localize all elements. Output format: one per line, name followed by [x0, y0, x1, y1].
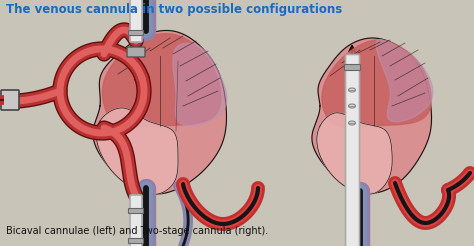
FancyBboxPatch shape	[1, 90, 19, 110]
Ellipse shape	[348, 88, 356, 92]
FancyBboxPatch shape	[127, 47, 145, 57]
FancyBboxPatch shape	[128, 209, 144, 214]
Polygon shape	[317, 113, 392, 194]
Ellipse shape	[348, 121, 356, 125]
Polygon shape	[102, 34, 221, 127]
FancyBboxPatch shape	[130, 0, 142, 42]
Polygon shape	[376, 40, 433, 122]
Text: The venous cannula in two possible configurations: The venous cannula in two possible confi…	[6, 3, 342, 16]
Polygon shape	[93, 31, 227, 194]
FancyBboxPatch shape	[128, 239, 144, 244]
Polygon shape	[312, 38, 431, 193]
Polygon shape	[96, 108, 178, 195]
Ellipse shape	[348, 104, 356, 108]
FancyBboxPatch shape	[128, 31, 144, 35]
FancyBboxPatch shape	[346, 55, 359, 246]
FancyBboxPatch shape	[345, 64, 361, 71]
FancyBboxPatch shape	[130, 195, 142, 246]
Polygon shape	[173, 43, 227, 126]
Text: Bicaval cannulae (left) and Two-stage cannula (right).: Bicaval cannulae (left) and Two-stage ca…	[6, 226, 268, 236]
Polygon shape	[322, 40, 431, 128]
